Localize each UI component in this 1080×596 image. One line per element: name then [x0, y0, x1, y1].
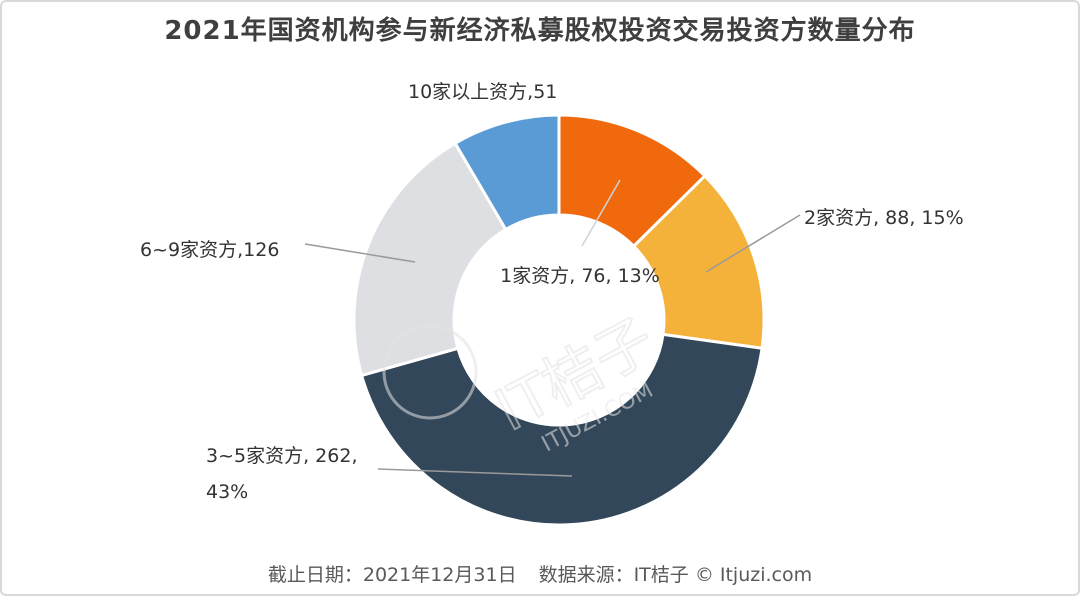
leader-lines: [304, 179, 801, 477]
label-2: 2家资方, 88, 15%: [804, 207, 964, 229]
chart-title: 2021年国资机构参与新经济私募股权投资交易投资方数量分布: [164, 16, 916, 46]
leader-line-1: [581, 179, 621, 247]
leader-line-3-5: [377, 468, 573, 477]
footer-date: 截止日期：2021年12月31日: [267, 564, 517, 586]
slice-3-5: [359, 332, 764, 527]
slice-6-9: [352, 141, 508, 378]
label-1: 1家资方, 76, 13%: [500, 265, 660, 287]
footer: 截止日期：2021年12月31日 数据来源：IT桔子 © Itjuzi.com: [0, 560, 1080, 587]
label-10-plus: 10家以上资方,51: [408, 81, 557, 103]
label-3-5-line2: 43%: [206, 481, 248, 503]
footer-source: 数据来源：IT桔子 © Itjuzi.com: [538, 564, 813, 586]
label-3-5-line1: 3~5家资方, 262,: [206, 445, 357, 467]
leader-line-6-9: [304, 243, 416, 263]
leader-line-2: [705, 214, 801, 273]
donut-slices: [352, 113, 766, 527]
data-labels: 1家资方, 76, 13% 2家资方, 88, 15% 3~5家资方, 262, 43…: [140, 81, 964, 503]
label-6-9: 6~9家资方,126: [140, 239, 279, 261]
slice-10-plus: [453, 113, 561, 232]
